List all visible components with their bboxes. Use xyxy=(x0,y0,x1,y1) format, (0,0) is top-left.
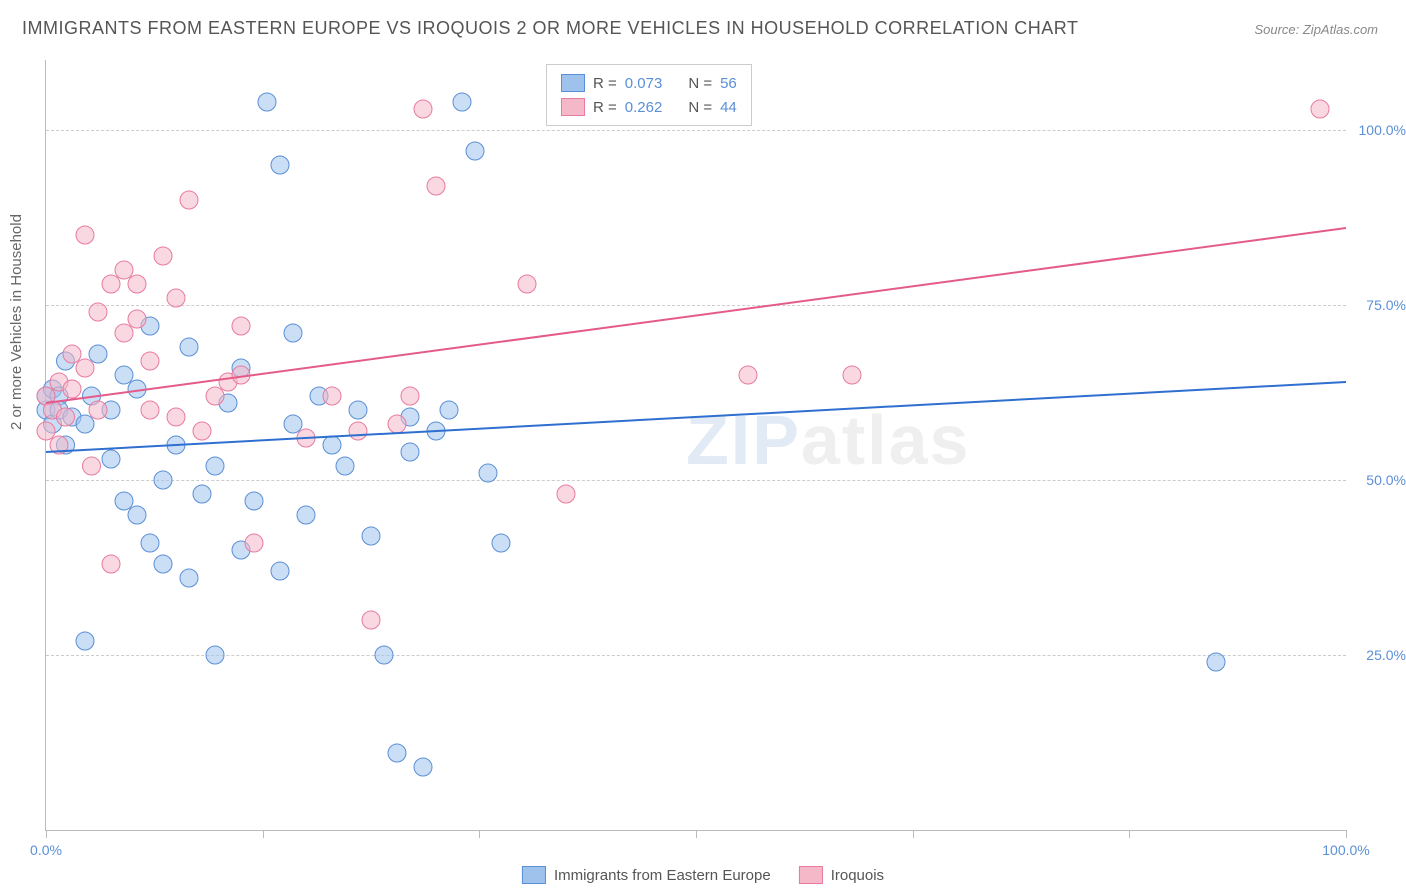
swatch-series2-b xyxy=(799,866,823,884)
n-value-series2: 44 xyxy=(720,99,737,116)
y-tick-label: 25.0% xyxy=(1366,647,1406,663)
series-legend: Immigrants from Eastern Europe Iroquois xyxy=(522,866,884,884)
y-tick-label: 75.0% xyxy=(1366,297,1406,313)
correlation-chart: IMMIGRANTS FROM EASTERN EUROPE VS IROQUO… xyxy=(0,0,1406,892)
legend-item-series2: Iroquois xyxy=(799,866,884,884)
y-tick-label: 50.0% xyxy=(1366,472,1406,488)
legend-item-series1: Immigrants from Eastern Europe xyxy=(522,866,771,884)
swatch-series1-b xyxy=(522,866,546,884)
y-axis-label: 2 or more Vehicles in Household xyxy=(8,214,25,430)
plot-area: ZIPatlas R = 0.073 N = 56 R = 0.262 N = … xyxy=(45,60,1346,831)
swatch-series2 xyxy=(561,98,585,116)
legend-label-series2: Iroquois xyxy=(831,867,884,884)
stats-row-series1: R = 0.073 N = 56 xyxy=(561,71,737,95)
chart-title: IMMIGRANTS FROM EASTERN EUROPE VS IROQUO… xyxy=(22,18,1078,39)
r-value-series1: 0.073 xyxy=(625,75,663,92)
legend-label-series1: Immigrants from Eastern Europe xyxy=(554,867,771,884)
r-value-series2: 0.262 xyxy=(625,99,663,116)
stats-row-series2: R = 0.262 N = 44 xyxy=(561,95,737,119)
y-tick-label: 100.0% xyxy=(1359,122,1406,138)
plot-svg xyxy=(46,60,1346,830)
n-value-series1: 56 xyxy=(720,75,737,92)
x-tick-label: 100.0% xyxy=(1322,842,1369,858)
stats-legend: R = 0.073 N = 56 R = 0.262 N = 44 xyxy=(546,64,752,126)
swatch-series1 xyxy=(561,74,585,92)
source-attribution: Source: ZipAtlas.com xyxy=(1254,22,1378,37)
x-tick-label: 0.0% xyxy=(30,842,62,858)
